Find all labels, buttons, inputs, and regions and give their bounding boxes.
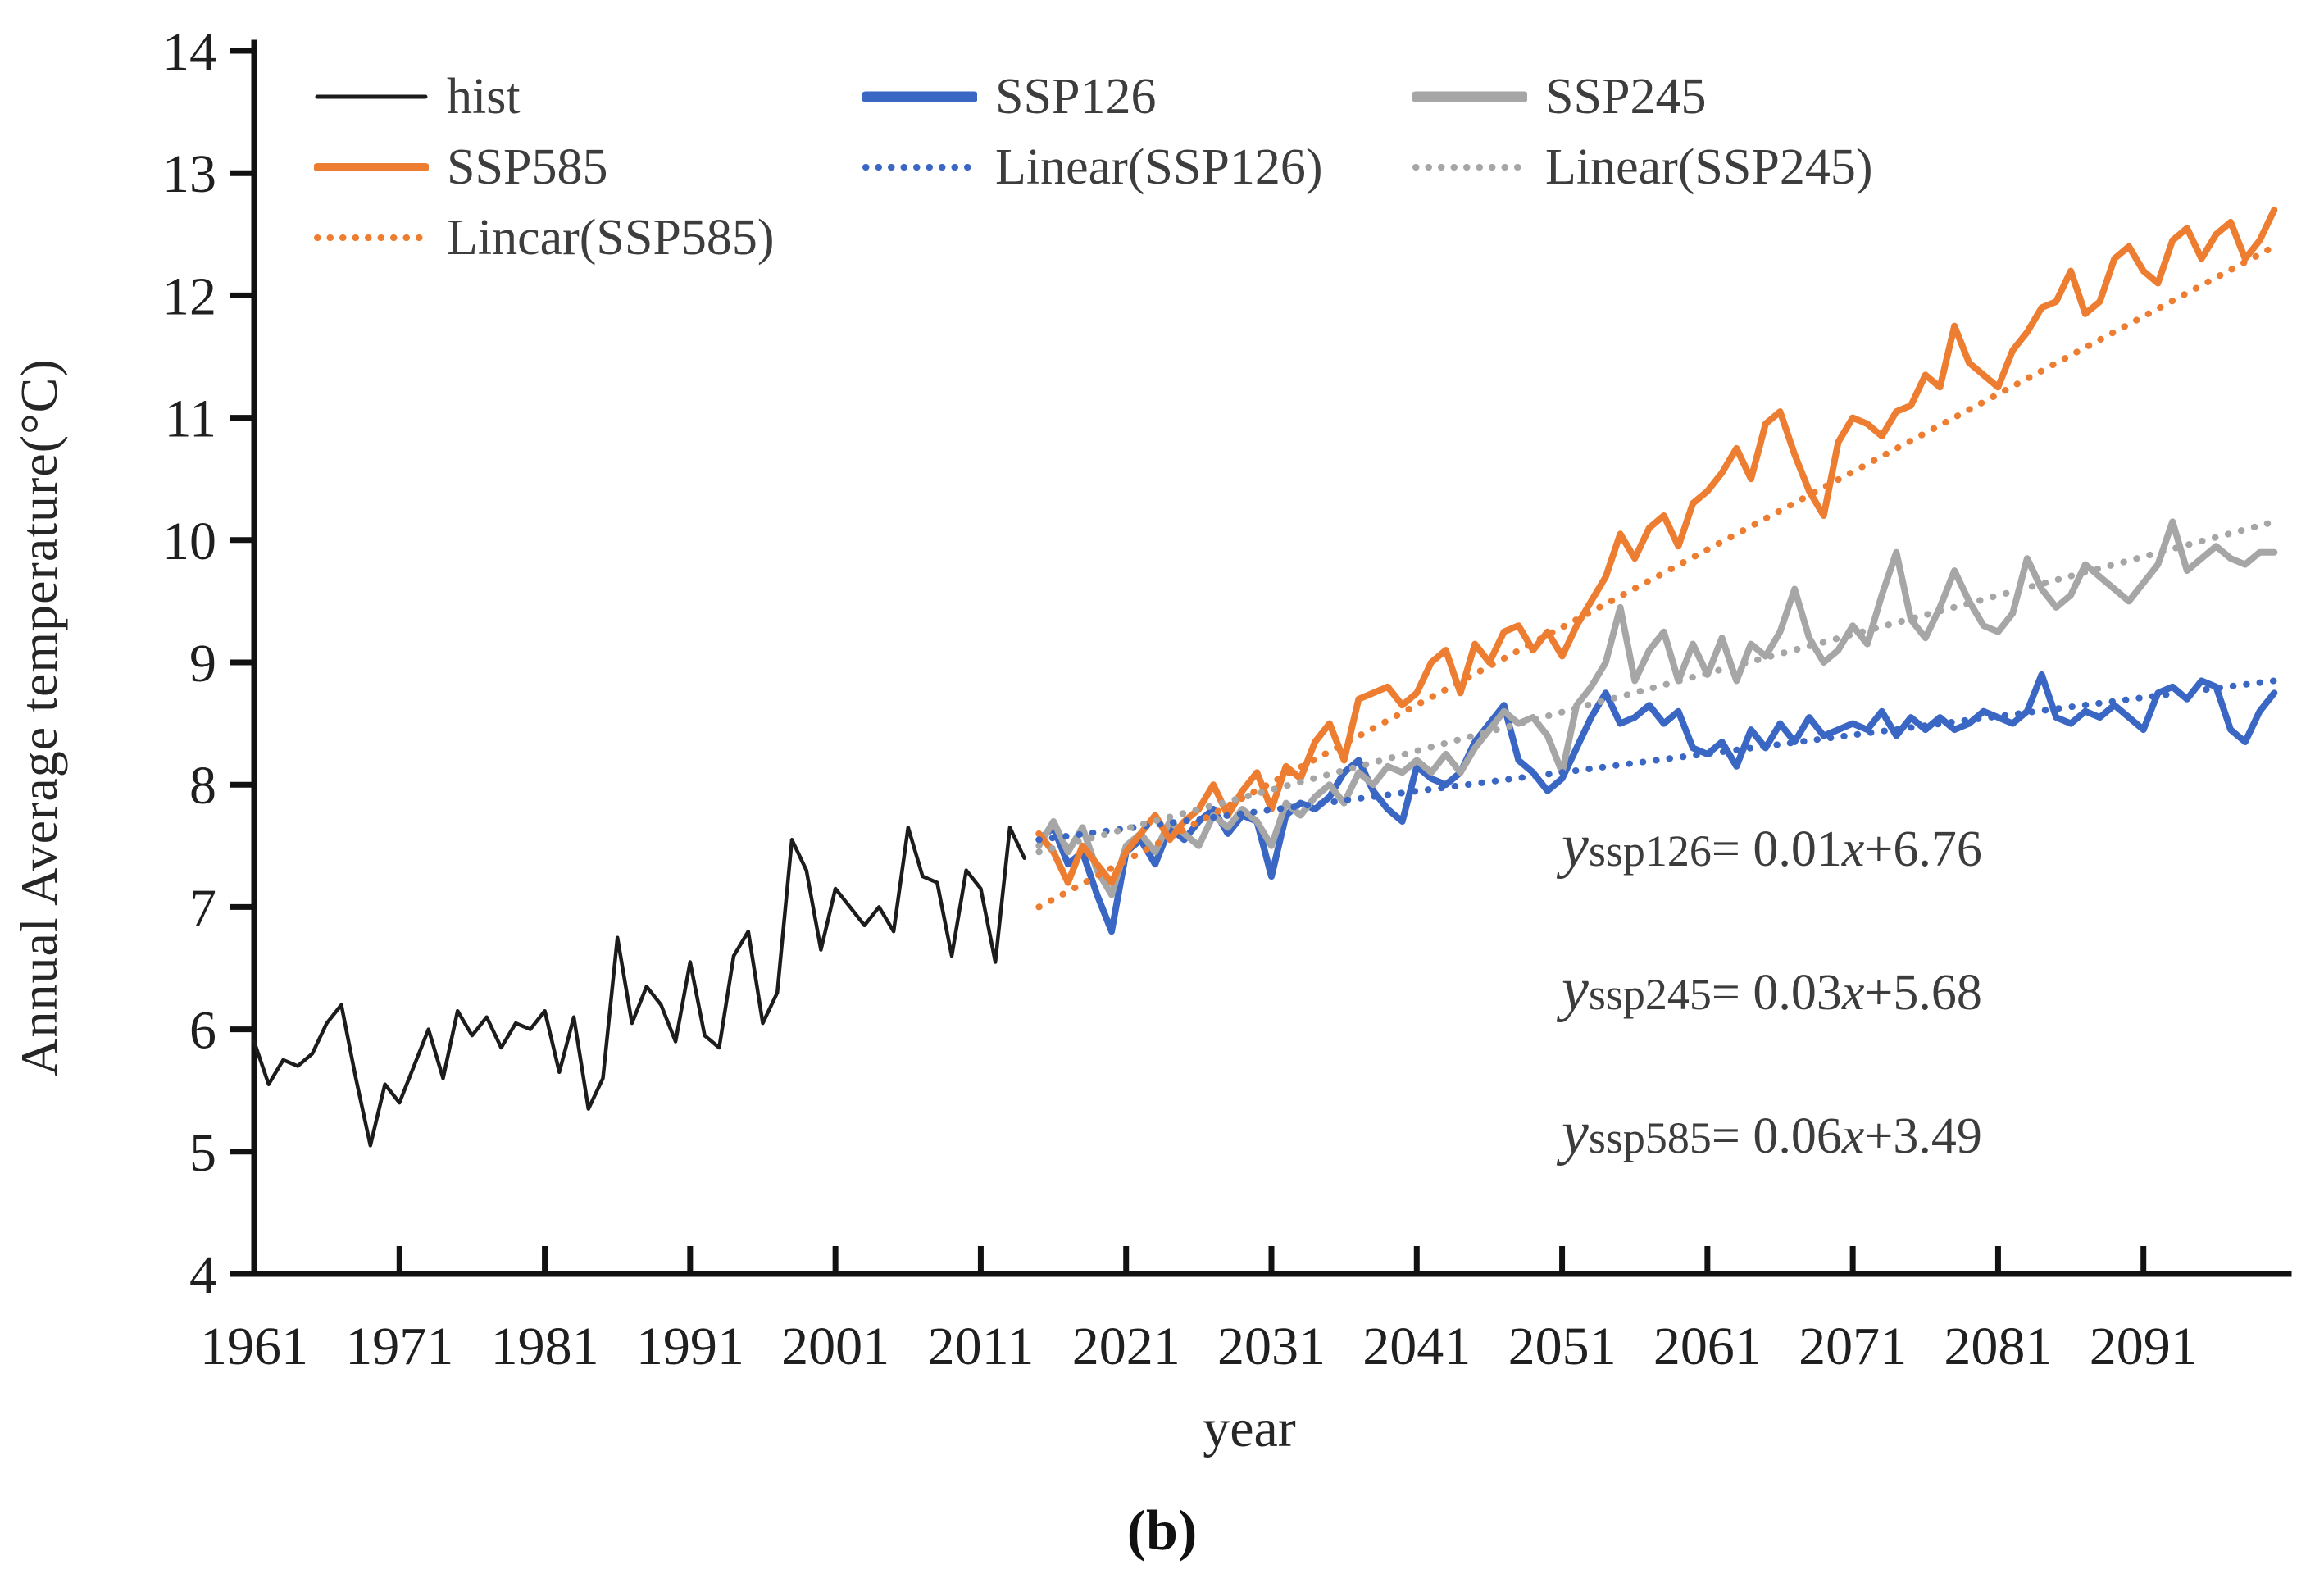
legend-swatch-solid bbox=[1412, 91, 1527, 102]
equation-slope: = 0.03 bbox=[1711, 965, 1842, 1021]
legend-item-hist: hist bbox=[314, 67, 521, 126]
y-tick-label: 12 bbox=[162, 266, 216, 326]
trendline-linear(ssp245) bbox=[1035, 518, 2278, 856]
y-tick-label: 10 bbox=[162, 512, 216, 571]
figure-caption: (b) bbox=[1126, 1499, 1198, 1563]
y-axis-title: Annual Average temperature(°C) bbox=[10, 358, 68, 1076]
series-ssp245 bbox=[1035, 518, 2278, 898]
equation-subscript: ssp126 bbox=[1588, 826, 1712, 876]
legend-label: hist bbox=[447, 68, 521, 125]
legend-item-linear-ssp245-: Linear(SSP245) bbox=[1412, 138, 1873, 197]
x-tick-label: 1981 bbox=[491, 1317, 599, 1376]
legend-item-ssp585: SSP585 bbox=[314, 138, 607, 197]
equation-x: x bbox=[1841, 821, 1865, 877]
legend-swatch-solid bbox=[315, 94, 428, 99]
y-tick-label: 11 bbox=[164, 389, 216, 449]
series-hist bbox=[252, 826, 1026, 1148]
series-ssp126 bbox=[1035, 671, 2278, 935]
legend-item-lincar-ssp585-: Lincar(SSP585) bbox=[314, 208, 775, 267]
equation-slope: = 0.01 bbox=[1711, 821, 1842, 877]
legend-label: SSP126 bbox=[995, 68, 1157, 125]
x-tick-label: 2081 bbox=[1944, 1317, 2052, 1376]
y-tick-label: 13 bbox=[162, 144, 216, 204]
equation-variable: y bbox=[1562, 1099, 1589, 1167]
legend-swatch-dotted bbox=[314, 234, 429, 241]
x-tick-label: 1971 bbox=[345, 1317, 453, 1376]
x-tick-label: 2061 bbox=[1653, 1317, 1762, 1376]
trend-equations: yssp126= 0.01x+6.76 yssp245= 0.03x+5.68 … bbox=[1562, 812, 2217, 1242]
y-tick-label: 14 bbox=[162, 22, 216, 82]
equation-intercept: +3.49 bbox=[1864, 1108, 1982, 1164]
y-tick-label: 5 bbox=[189, 1123, 216, 1183]
equation-intercept: +5.68 bbox=[1864, 965, 1982, 1021]
x-axis-title: year bbox=[1203, 1399, 1296, 1458]
trend-equation-ssp245: yssp245= 0.03x+5.68 bbox=[1562, 955, 2217, 1099]
x-tick-label: 1961 bbox=[200, 1317, 308, 1376]
equation-variable: y bbox=[1562, 956, 1589, 1023]
x-tick-label: 2051 bbox=[1508, 1317, 1617, 1376]
legend-item-linear-ssp126-: Linear(SSP126) bbox=[862, 138, 1323, 197]
legend-item-ssp126: SSP126 bbox=[862, 67, 1156, 126]
equation-x: x bbox=[1841, 965, 1865, 1021]
trend-equation-ssp585: yssp585= 0.06x+3.49 bbox=[1562, 1099, 2217, 1242]
trendline-lincar(ssp585) bbox=[1035, 243, 2278, 911]
chart-legend: hist SSP126 SSP245 SSP585 Linear(SSP126) Line… bbox=[0, 0, 2324, 295]
equation-subscript: ssp585 bbox=[1588, 1113, 1712, 1162]
legend-label: SSP245 bbox=[1545, 68, 1707, 125]
equation-intercept: +6.76 bbox=[1864, 821, 1982, 877]
x-tick-label: 2031 bbox=[1217, 1317, 1326, 1376]
series-ssp585 bbox=[1035, 207, 2278, 886]
legend-item-ssp245: SSP245 bbox=[1412, 67, 1706, 126]
x-tick-label: 1991 bbox=[636, 1317, 744, 1376]
x-tick-label: 2041 bbox=[1362, 1317, 1471, 1376]
x-tick-label: 2091 bbox=[2090, 1317, 2198, 1376]
legend-label: Lincar(SSP585) bbox=[447, 209, 775, 266]
y-tick-label: 4 bbox=[189, 1245, 216, 1305]
y-tick-label: 9 bbox=[189, 634, 216, 694]
x-tick-label: 2071 bbox=[1799, 1317, 1907, 1376]
legend-swatch-solid bbox=[862, 91, 977, 102]
equation-slope: = 0.06 bbox=[1711, 1108, 1842, 1164]
legend-swatch-solid bbox=[314, 163, 429, 171]
trendline-linear(ssp126) bbox=[1035, 677, 2278, 844]
equation-variable: y bbox=[1562, 812, 1589, 880]
y-tick-label: 8 bbox=[189, 756, 216, 816]
legend-swatch-dotted bbox=[1412, 164, 1527, 171]
y-tick-label: 7 bbox=[189, 878, 216, 938]
legend-label: Linear(SSP245) bbox=[1545, 139, 1873, 195]
equation-subscript: ssp245 bbox=[1588, 970, 1712, 1019]
trend-equation-ssp126: yssp126= 0.01x+6.76 bbox=[1562, 812, 2217, 955]
x-tick-label: 2001 bbox=[781, 1317, 889, 1376]
y-tick-label: 6 bbox=[189, 1001, 216, 1061]
equation-x: x bbox=[1841, 1108, 1865, 1164]
legend-label: Linear(SSP126) bbox=[995, 139, 1323, 195]
legend-swatch-dotted bbox=[862, 164, 977, 171]
x-tick-label: 2021 bbox=[1072, 1317, 1180, 1376]
x-tick-label: 2011 bbox=[928, 1317, 1035, 1376]
legend-label: SSP585 bbox=[447, 139, 608, 195]
